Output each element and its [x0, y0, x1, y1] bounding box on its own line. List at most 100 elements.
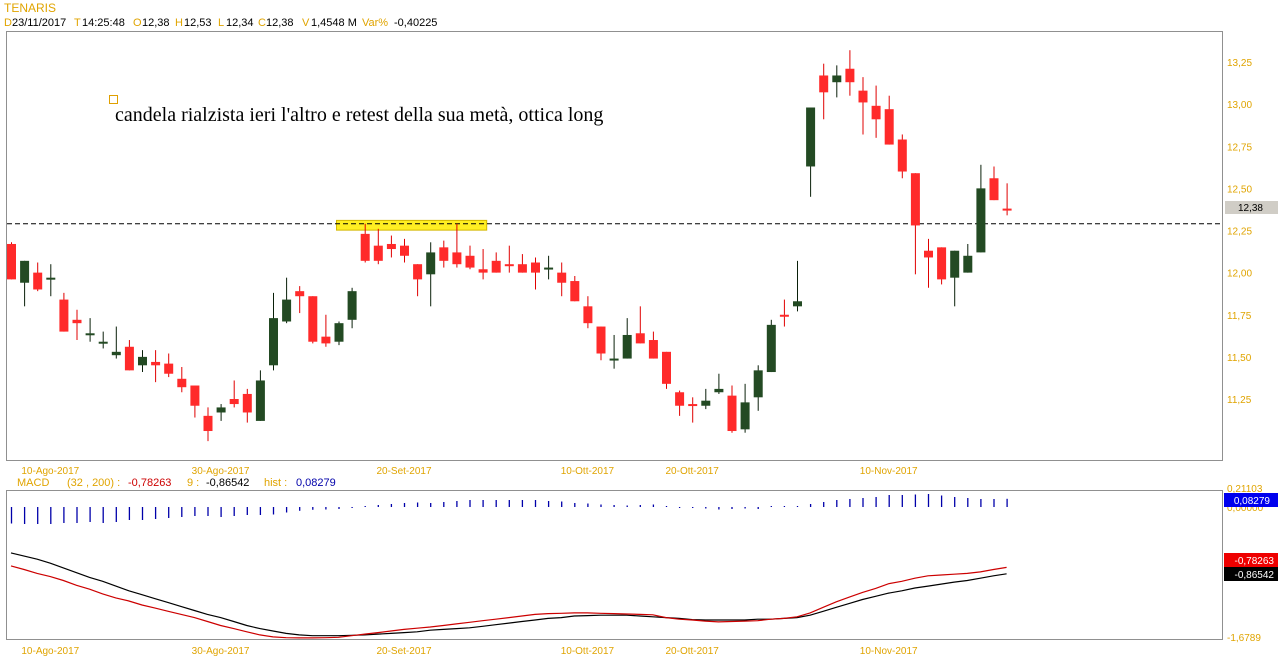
candle [282, 277, 292, 324]
macd-panel-border [6, 490, 1223, 640]
candle [347, 287, 357, 329]
candle-body-up [85, 333, 95, 336]
candle [413, 264, 423, 297]
candle-body-down [531, 262, 540, 273]
var-value: -0,40225 [394, 17, 438, 29]
candle [124, 340, 134, 371]
candle-body-down [845, 68, 855, 83]
candle-body-down [151, 361, 161, 366]
candle [675, 390, 685, 416]
candle-body-up [753, 370, 763, 398]
candle-body-up [766, 324, 776, 373]
high-value: 12,53 [184, 17, 212, 29]
candle [164, 353, 174, 378]
candle-body-down [675, 392, 685, 406]
candle [570, 275, 580, 302]
annotation-text[interactable]: candela rialzista ieri l'altro e retest … [115, 104, 604, 126]
candle [46, 264, 56, 297]
price-tick-label: 13,00 [1227, 100, 1252, 111]
candle [727, 385, 737, 433]
macd-value-badge [1224, 553, 1278, 567]
date-value: 23/11/2017 [12, 17, 67, 29]
signal-label: 9 : [187, 477, 200, 489]
signal-value-badge-text: -0,86542 [1235, 570, 1275, 581]
candle [779, 299, 789, 327]
candle [138, 350, 147, 373]
candle-body-down [229, 399, 239, 405]
candle [819, 63, 829, 120]
candle-body-down [439, 247, 449, 261]
annotation-marker[interactable] [109, 95, 118, 104]
candle-body-down [989, 178, 999, 201]
instrument-title: TENARIS [4, 1, 57, 15]
close-key: C [258, 17, 266, 29]
candle [386, 235, 396, 258]
candle-body-up [793, 301, 802, 307]
candle-body-down [924, 250, 933, 258]
candle-body-down [557, 272, 567, 283]
volume-key: V [302, 17, 310, 29]
candle [740, 383, 750, 433]
macd-axis-bottom: -1,6789 [1227, 633, 1261, 644]
candle [400, 238, 409, 263]
macd-date-tick-label: 10-Ott-2017 [561, 646, 615, 657]
candle-body-down [177, 378, 187, 388]
candle [308, 296, 318, 344]
candle-body-down [910, 173, 920, 226]
candle-body-down [504, 264, 514, 267]
candle [98, 331, 108, 349]
candle-body-down [727, 395, 737, 432]
candle [373, 228, 383, 265]
price-tick-label: 11,25 [1227, 395, 1252, 406]
candle-body-up [334, 323, 344, 342]
candle [950, 250, 960, 307]
time-key: T [74, 17, 81, 29]
candle-body-down [360, 233, 370, 261]
candle-body-up [347, 291, 357, 320]
candle [963, 243, 973, 273]
candle-body-up [832, 75, 842, 83]
candle [478, 249, 488, 280]
macd-line [10, 565, 1007, 639]
var-key: Var% [362, 17, 389, 29]
price-tick-label: 12,25 [1227, 227, 1252, 238]
candle-body-down [596, 326, 606, 354]
candle [321, 314, 331, 347]
candle-body-up [46, 277, 56, 280]
candle-body-up [98, 341, 108, 344]
candle [662, 351, 671, 389]
candle [269, 292, 278, 371]
candle-body-up [544, 267, 554, 270]
open-key: O [133, 17, 142, 29]
candle [295, 286, 305, 314]
candle-body-up [216, 407, 226, 413]
candle [20, 260, 30, 307]
candle-body-down [937, 247, 947, 280]
last-price-label: 12,38 [1238, 203, 1263, 214]
candle [976, 164, 986, 253]
candle [504, 245, 514, 273]
hist-label: hist : [264, 477, 288, 489]
candle-body-down [386, 243, 396, 250]
candle [937, 247, 947, 285]
candle [216, 404, 226, 421]
candle-body-down [858, 90, 868, 103]
candle [858, 77, 868, 135]
candle-body-up [426, 252, 436, 275]
candle [360, 223, 370, 263]
date-tick-label: 10-Ago-2017 [21, 466, 79, 477]
candle [33, 262, 43, 292]
main-panel-border [6, 31, 1223, 461]
candle-body-up [255, 380, 265, 421]
low-key: L [218, 17, 225, 29]
price-tick-label: 13,25 [1227, 58, 1252, 69]
date-tick-label: 10-Nov-2017 [860, 466, 918, 477]
candle-body-down [164, 363, 174, 374]
candle-body-up [269, 318, 278, 366]
candle-body-up [20, 260, 30, 283]
macd-date-tick-label: 10-Nov-2017 [860, 646, 918, 657]
candle [439, 240, 449, 268]
candle-body-up [950, 250, 960, 278]
candle [924, 238, 933, 288]
